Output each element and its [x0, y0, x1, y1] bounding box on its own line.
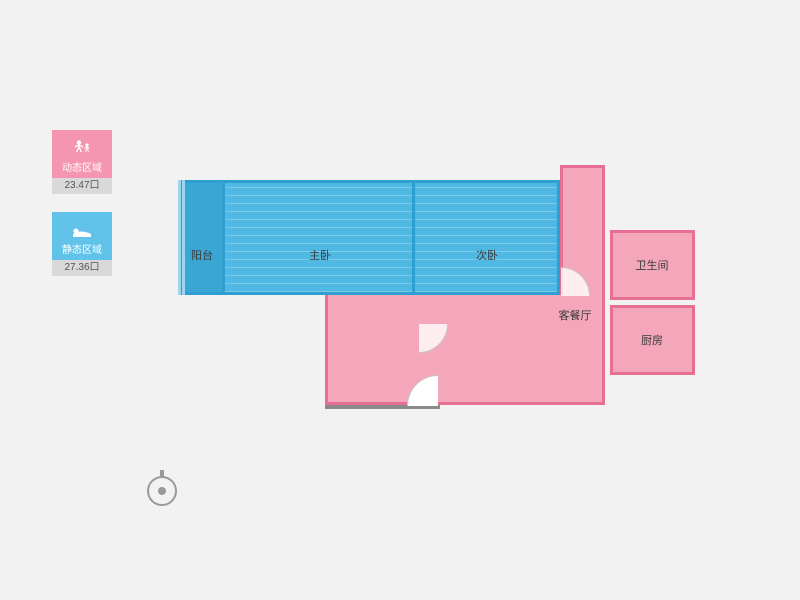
- balcony-rail: [178, 180, 181, 295]
- legend-dynamic: 动态区域 23.47口: [52, 130, 112, 194]
- room-label-kitchen: 厨房: [641, 332, 663, 348]
- floor-plan-stage: { "canvas": { "width": 800, "height": 60…: [0, 0, 800, 600]
- legend-dynamic-swatch: 动态区域: [52, 130, 112, 178]
- legend-dynamic-title: 动态区域: [62, 159, 102, 174]
- legend-static-value: 27.36口: [52, 260, 112, 276]
- compass-icon: [147, 470, 177, 506]
- room-label-second_bed: 次卧: [476, 247, 498, 263]
- room-label-living: 客餐厅: [559, 307, 592, 323]
- legend-dynamic-value: 23.47口: [52, 178, 112, 194]
- room-label-bathroom: 卫生间: [636, 257, 669, 273]
- people-icon: [71, 139, 93, 157]
- floor-plan: 客餐厅 卫生间厨房 主卧 次卧 阳台: [180, 165, 700, 425]
- room-label-balcony: 阳台: [191, 247, 213, 263]
- sleeping-icon: [70, 225, 94, 239]
- room-master_bed: [225, 180, 415, 295]
- room-label-master_bed: 主卧: [309, 247, 331, 263]
- legend-static-swatch: 静态区域: [52, 212, 112, 260]
- legend-static: 静态区域 27.36口: [52, 212, 112, 276]
- balcony-rail: [182, 180, 185, 295]
- legend-static-title: 静态区域: [62, 241, 102, 256]
- room-balcony: [180, 180, 225, 295]
- room-second_bed: [415, 180, 560, 295]
